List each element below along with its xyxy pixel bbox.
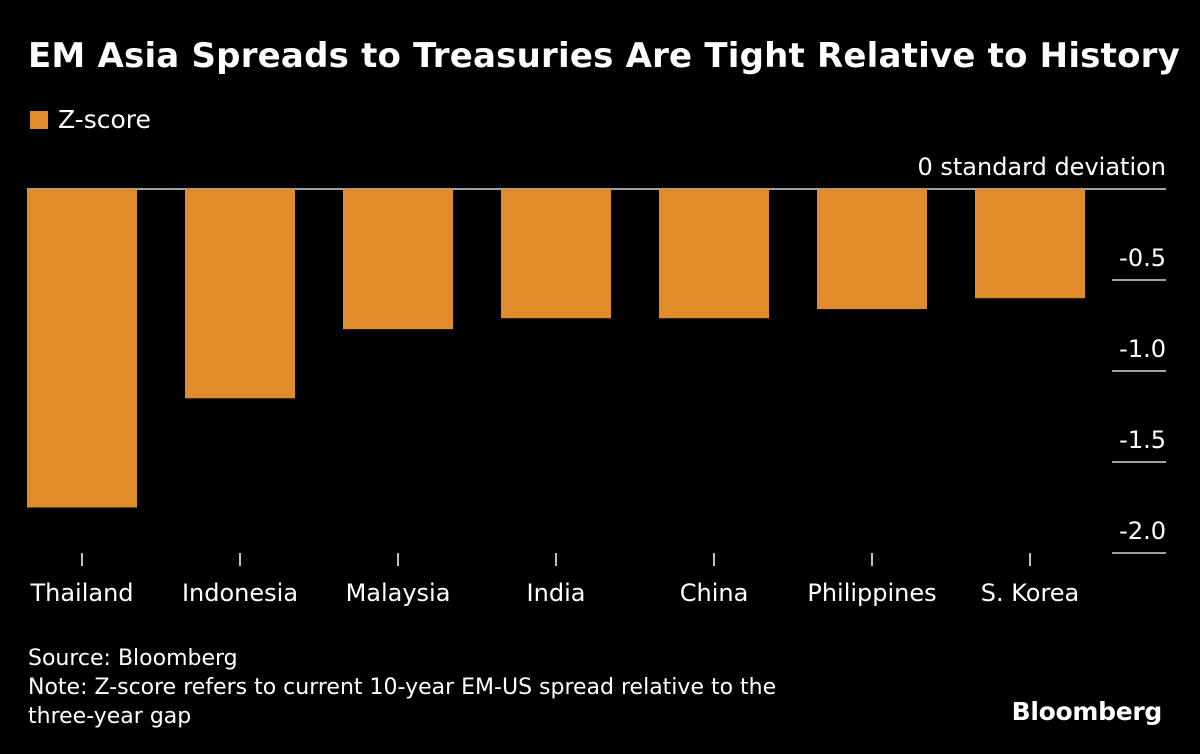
x-tick-label: India xyxy=(527,579,586,607)
bar-s-korea xyxy=(975,189,1085,299)
y-tick-label: 0 standard deviation xyxy=(917,153,1166,181)
bar-china xyxy=(659,189,769,319)
x-tick-label: Philippines xyxy=(807,579,936,607)
source-text: Source: Bloomberg xyxy=(28,646,238,671)
bar-india xyxy=(501,189,611,319)
x-tick-label: Thailand xyxy=(29,579,133,607)
footer: Source: Bloomberg Note: Z-score refers t… xyxy=(28,644,776,731)
note-text-line2: three-year gap xyxy=(28,704,192,729)
x-tick-label: S. Korea xyxy=(981,579,1080,607)
x-tick-label: Malaysia xyxy=(346,579,451,607)
note-text-line1: Note: Z-score refers to current 10-year … xyxy=(28,675,777,700)
bar-indonesia xyxy=(185,189,295,399)
legend-swatch xyxy=(30,110,48,129)
chart-title: EM Asia Spreads to Treasuries Are Tight … xyxy=(28,36,1180,76)
y-tick-label: -1.5 xyxy=(1119,426,1166,454)
x-tick-label: China xyxy=(680,579,749,607)
x-tick-label: Indonesia xyxy=(182,579,298,607)
bar-thailand xyxy=(27,189,137,508)
bar-chart: 0 standard deviation -0.5 -1.0 -1.5 -2.0 Thai… xyxy=(27,153,1166,607)
bar-philippines xyxy=(817,189,927,310)
y-tick-label: -1.0 xyxy=(1119,335,1166,363)
y-tick-label: -0.5 xyxy=(1119,244,1166,272)
legend-label: Z-score xyxy=(58,105,151,134)
legend: Z-score xyxy=(30,105,151,134)
y-tick-label: -2.0 xyxy=(1119,517,1166,545)
bar-malaysia xyxy=(343,189,453,330)
bloomberg-logo: Bloomberg xyxy=(1011,697,1163,726)
